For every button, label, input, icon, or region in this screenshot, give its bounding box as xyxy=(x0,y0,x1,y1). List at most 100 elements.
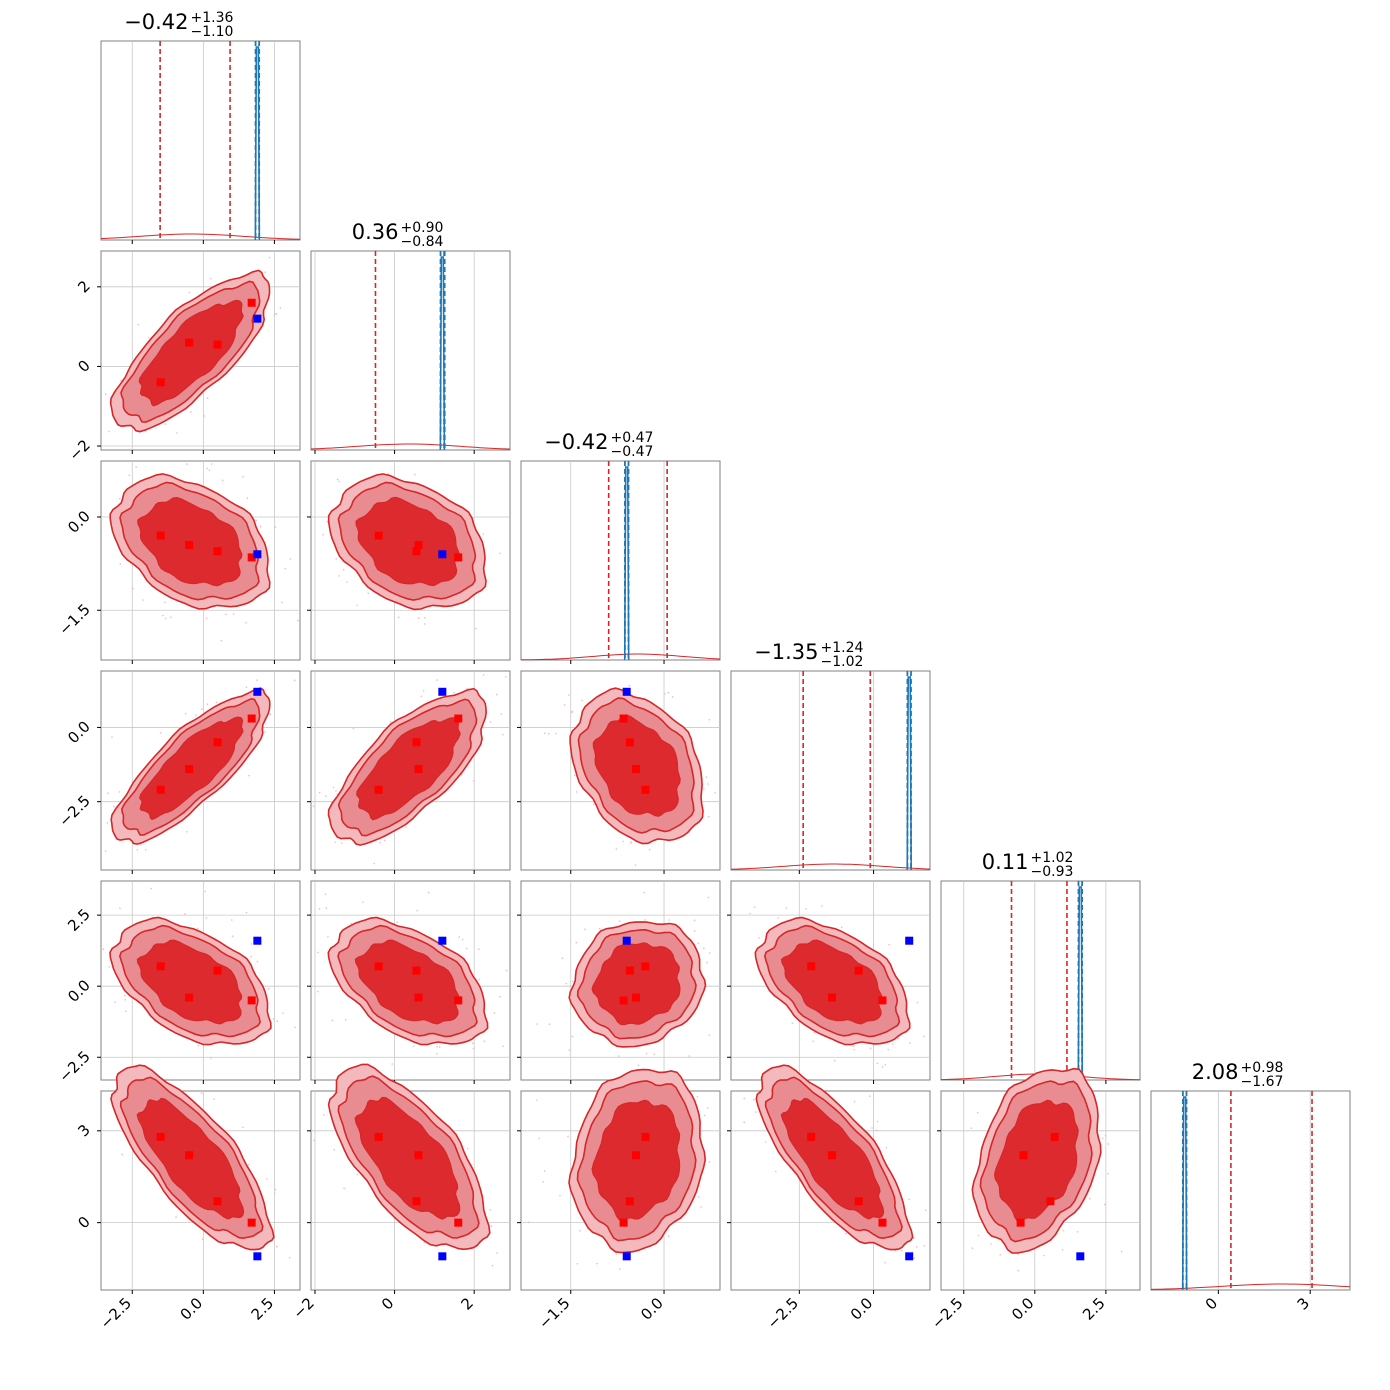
scatter-point xyxy=(536,1023,538,1025)
x-tick-label: 2.5 xyxy=(248,1294,278,1324)
x-tick-label: 0 xyxy=(1202,1294,1221,1313)
scatter-point xyxy=(924,1209,927,1211)
marker-blue xyxy=(1076,1252,1085,1261)
scatter-point xyxy=(245,622,247,624)
marker-red xyxy=(185,338,194,347)
scatter-point xyxy=(884,1261,886,1264)
scatter-point xyxy=(491,1264,494,1267)
histogram-title-minus: −1.02 xyxy=(821,654,864,670)
scatter-point xyxy=(703,1114,706,1117)
scatter-point xyxy=(743,1097,745,1100)
histogram-blue xyxy=(906,676,913,871)
scatter-point xyxy=(104,850,107,852)
scatter-point xyxy=(373,862,376,865)
scatter-point xyxy=(528,1221,530,1223)
scatter-point xyxy=(888,943,890,946)
scatter-point xyxy=(618,920,621,922)
marker-red xyxy=(454,1218,463,1227)
histogram-red xyxy=(730,863,931,870)
scatter-point xyxy=(489,1209,492,1211)
x-tick-label: 2 xyxy=(458,1294,477,1313)
scatter-point xyxy=(707,896,710,899)
panel-4-3 xyxy=(727,880,931,1084)
scatter-point xyxy=(777,917,779,919)
panel-1-1: 0.36 +0.90−0.84 xyxy=(310,220,511,454)
scatter-point xyxy=(242,1126,244,1129)
scatter-point xyxy=(500,713,503,715)
scatter-point xyxy=(247,1164,250,1166)
histogram-title-minus: −1.67 xyxy=(1241,1074,1284,1090)
panel-frame xyxy=(100,40,301,241)
scatter-point xyxy=(755,1111,757,1113)
scatter-point xyxy=(338,575,341,577)
contour-inner xyxy=(780,939,883,1025)
y-tick-label: 2.5 xyxy=(64,905,94,935)
scatter-point xyxy=(164,601,166,604)
marker-red xyxy=(1046,1197,1055,1206)
marker-red xyxy=(412,1197,421,1206)
histogram-title-plus: +1.02 xyxy=(1031,850,1074,866)
scatter-point xyxy=(335,558,338,560)
scatter-point xyxy=(274,526,277,528)
scatter-point xyxy=(196,927,199,930)
scatter-point xyxy=(478,948,480,950)
scatter-point xyxy=(881,1066,884,1068)
scatter-point xyxy=(427,891,430,894)
marker-red xyxy=(247,553,256,562)
scatter-point xyxy=(343,1187,345,1190)
histogram-red xyxy=(521,653,721,661)
scatter-point xyxy=(164,423,167,425)
scatter-point xyxy=(195,714,197,716)
marker-red xyxy=(807,962,816,971)
scatter-point xyxy=(203,415,205,417)
panel-4-1 xyxy=(307,880,511,1084)
scatter-point xyxy=(200,1092,203,1094)
scatter-point xyxy=(555,732,557,735)
scatter-point xyxy=(1101,1137,1104,1140)
panel-4-2 xyxy=(517,880,721,1084)
scatter-point xyxy=(242,475,244,478)
scatter-point xyxy=(121,1153,123,1156)
y-tick-label: −1.5 xyxy=(55,600,93,638)
scatter-point xyxy=(840,926,843,929)
scatter-point xyxy=(256,679,258,681)
marker-red xyxy=(632,1151,641,1160)
scatter-point xyxy=(573,774,576,777)
histogram-title-plus: +0.98 xyxy=(1241,1060,1284,1076)
scatter-point xyxy=(571,1035,574,1038)
scatter-point xyxy=(273,314,276,316)
marker-blue xyxy=(905,936,914,945)
scatter-point xyxy=(205,917,207,919)
scatter-point xyxy=(317,990,319,993)
scatter-point xyxy=(543,1170,546,1172)
marker-blue xyxy=(253,687,262,696)
panel-4-0: −2.5 0.0 2.5 xyxy=(55,880,301,1086)
marker-red xyxy=(412,966,421,975)
scatter-point xyxy=(120,379,122,382)
scatter-point xyxy=(1076,1231,1079,1233)
histogram-title-value: −1.35 xyxy=(754,640,818,664)
scatter-point xyxy=(420,695,423,697)
scatter-point xyxy=(197,1044,200,1047)
scatter-point xyxy=(472,1047,475,1050)
scatter-point xyxy=(853,1100,856,1103)
scatter-point xyxy=(108,966,111,968)
scatter-point xyxy=(352,727,355,730)
scatter-point xyxy=(1103,1203,1106,1206)
scatter-point xyxy=(293,679,296,682)
marker-red xyxy=(414,1151,423,1160)
scatter-point xyxy=(264,731,266,733)
x-tick-label: −2 xyxy=(289,1294,317,1322)
marker-red xyxy=(156,1132,165,1141)
scatter-point xyxy=(417,617,420,619)
scatter-point xyxy=(281,601,283,604)
contour-inner xyxy=(355,496,460,587)
histogram-title-minus: −1.10 xyxy=(191,24,234,40)
scatter-point xyxy=(785,907,787,909)
marker-red xyxy=(1016,1218,1025,1227)
marker-red xyxy=(213,1197,222,1206)
panel-2-2: −0.42 +0.47−0.47 xyxy=(520,430,721,664)
marker-red xyxy=(213,738,222,747)
scatter-point xyxy=(876,1120,879,1123)
